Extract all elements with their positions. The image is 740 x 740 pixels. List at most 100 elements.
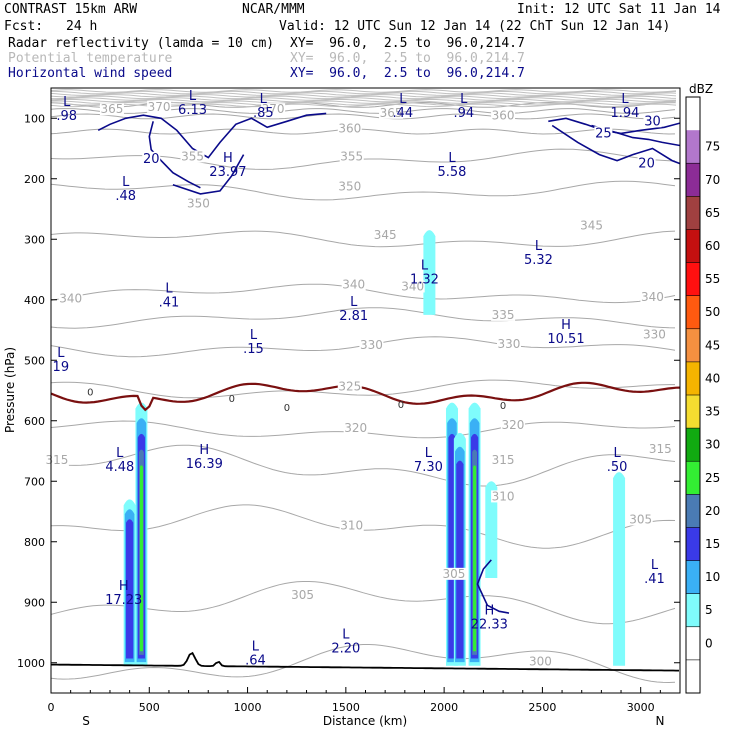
extremum-type: L xyxy=(421,259,429,274)
colorbar-swatch xyxy=(686,163,700,197)
wind-speed-contour xyxy=(551,124,680,165)
colorbar-swatch xyxy=(686,130,700,164)
extremum-value: 5.32 xyxy=(524,253,553,268)
freezing-level-label: 0 xyxy=(229,394,235,405)
theta-label-bg xyxy=(441,567,466,580)
colorbar-label: 60 xyxy=(705,239,720,253)
colorbar-swatch xyxy=(686,361,700,395)
axes: 0 500 1000 1500 2000 2500 30001002003004005006… xyxy=(17,112,680,714)
extremum-value: .85 xyxy=(253,106,274,121)
theta-label-bg xyxy=(339,519,364,532)
theta-contour-365 xyxy=(51,113,676,120)
stratosphere-isentrope xyxy=(51,98,677,103)
wind-label-bg xyxy=(643,114,662,128)
theta-label-bg xyxy=(496,337,521,350)
reflectivity-cell-1-30dbz xyxy=(139,465,143,652)
extremum-value: 1.94 xyxy=(610,106,639,121)
colorbar-swatch xyxy=(686,494,700,528)
extremum-type: L xyxy=(122,175,130,190)
wind-contour-label: 30 xyxy=(644,114,661,129)
x-tick-label: 1000 xyxy=(234,701,262,714)
x-axis-right-end: N xyxy=(656,714,665,728)
extremum-type: L xyxy=(189,89,197,104)
wind-contour-label: 25 xyxy=(595,126,612,141)
colorbar-swatch xyxy=(686,593,700,627)
colorbar-swatch xyxy=(686,395,700,429)
theta-label-bg xyxy=(147,100,172,113)
theta-label: 350 xyxy=(338,180,361,194)
theta-label: 340 xyxy=(641,290,664,304)
extremum-type: L xyxy=(165,281,173,296)
terrain-line xyxy=(51,651,679,672)
theta-label-bg xyxy=(642,328,667,341)
extremum-value: 2.81 xyxy=(339,309,368,324)
wind-label-bg xyxy=(142,151,161,165)
theta-contour-345 xyxy=(51,230,676,248)
extremum-value: .98 xyxy=(56,109,77,124)
extremum-type: L xyxy=(448,151,456,166)
model-title: CONTRAST 15km ARW xyxy=(4,2,138,17)
field-xy-wind: XY= 96.0, 2.5 to 96.0,214.7 xyxy=(290,66,525,81)
y-tick-label: 400 xyxy=(24,294,45,307)
theta-label-bg xyxy=(341,278,366,291)
y-tick-label: 500 xyxy=(24,354,45,367)
theta-contour-370 xyxy=(51,108,676,114)
field-name-reflectivity: Radar reflectivity (lamda = 10 cm) xyxy=(8,36,275,51)
theta-label-bg xyxy=(491,308,516,321)
theta-label: 300 xyxy=(529,655,552,669)
freezing-level-label: 0 xyxy=(398,400,404,411)
theta-label-bg xyxy=(261,103,286,116)
theta-label: 360 xyxy=(492,108,515,122)
extremum-type: L xyxy=(260,92,268,107)
theta-label: 360 xyxy=(338,122,361,136)
theta-label: 320 xyxy=(501,418,524,432)
theta-label-bg xyxy=(290,589,315,602)
extremum-type: L xyxy=(399,92,407,107)
theta-contours xyxy=(51,89,677,684)
theta-label-bg xyxy=(99,103,124,116)
wind-speed-contour xyxy=(172,154,245,195)
freezing-level-line xyxy=(51,381,680,412)
colorbar-swatch xyxy=(686,461,700,495)
theta-label: 345 xyxy=(374,228,397,242)
field-xy-theta: XY= 96.0, 2.5 to 96.0,214.7 xyxy=(290,51,525,66)
theta-contour-315 xyxy=(51,444,676,487)
extremum-value: .41 xyxy=(159,295,180,310)
theta-label-bg xyxy=(528,655,553,668)
extremum-value: 22.33 xyxy=(471,617,508,632)
wind-contour-label: 20 xyxy=(638,157,655,172)
extremum-value: .44 xyxy=(393,106,414,121)
theta-label-bg xyxy=(628,513,653,526)
colorbar-unit: dBZ xyxy=(689,82,713,96)
theta-label-bg xyxy=(579,219,604,232)
theta-label: 370 xyxy=(148,100,171,114)
field-xy-reflectivity: XY= 96.0, 2.5 to 96.0,214.7 xyxy=(290,36,525,51)
theta-label: 330 xyxy=(360,338,383,352)
extremum-type: H xyxy=(484,603,494,618)
wind-label-bg xyxy=(637,156,656,170)
y-tick-label: 1000 xyxy=(17,657,45,670)
theta-label-bg xyxy=(343,422,368,435)
extremum-value: .41 xyxy=(644,572,665,587)
freezing-level-label: 0 xyxy=(87,388,93,399)
theta-label: 310 xyxy=(492,489,515,503)
y-tick-label: 700 xyxy=(24,475,45,488)
freezing-level-label: 0 xyxy=(500,401,506,412)
stratosphere-isentrope xyxy=(51,97,677,101)
extremum-value: 10.51 xyxy=(547,332,584,347)
theta-contour-350 xyxy=(51,180,676,201)
colorbar-label: 40 xyxy=(705,371,720,385)
theta-label-bg xyxy=(491,454,516,467)
x-tick-label: 2000 xyxy=(430,701,458,714)
theta-label-bg xyxy=(400,280,425,293)
colorbar-label: 55 xyxy=(705,272,720,286)
extremum-type: H xyxy=(199,443,209,458)
theta-label: 305 xyxy=(443,567,466,581)
extremum-type: L xyxy=(252,640,260,655)
theta-label: 340 xyxy=(401,279,424,293)
extremum-type: L xyxy=(116,446,124,461)
reflectivity-cell-0-20dbz xyxy=(126,519,134,659)
reflectivity-cell-3-20dbz xyxy=(456,460,464,659)
extremum-type: L xyxy=(460,92,468,107)
theta-label-bg xyxy=(337,122,362,135)
